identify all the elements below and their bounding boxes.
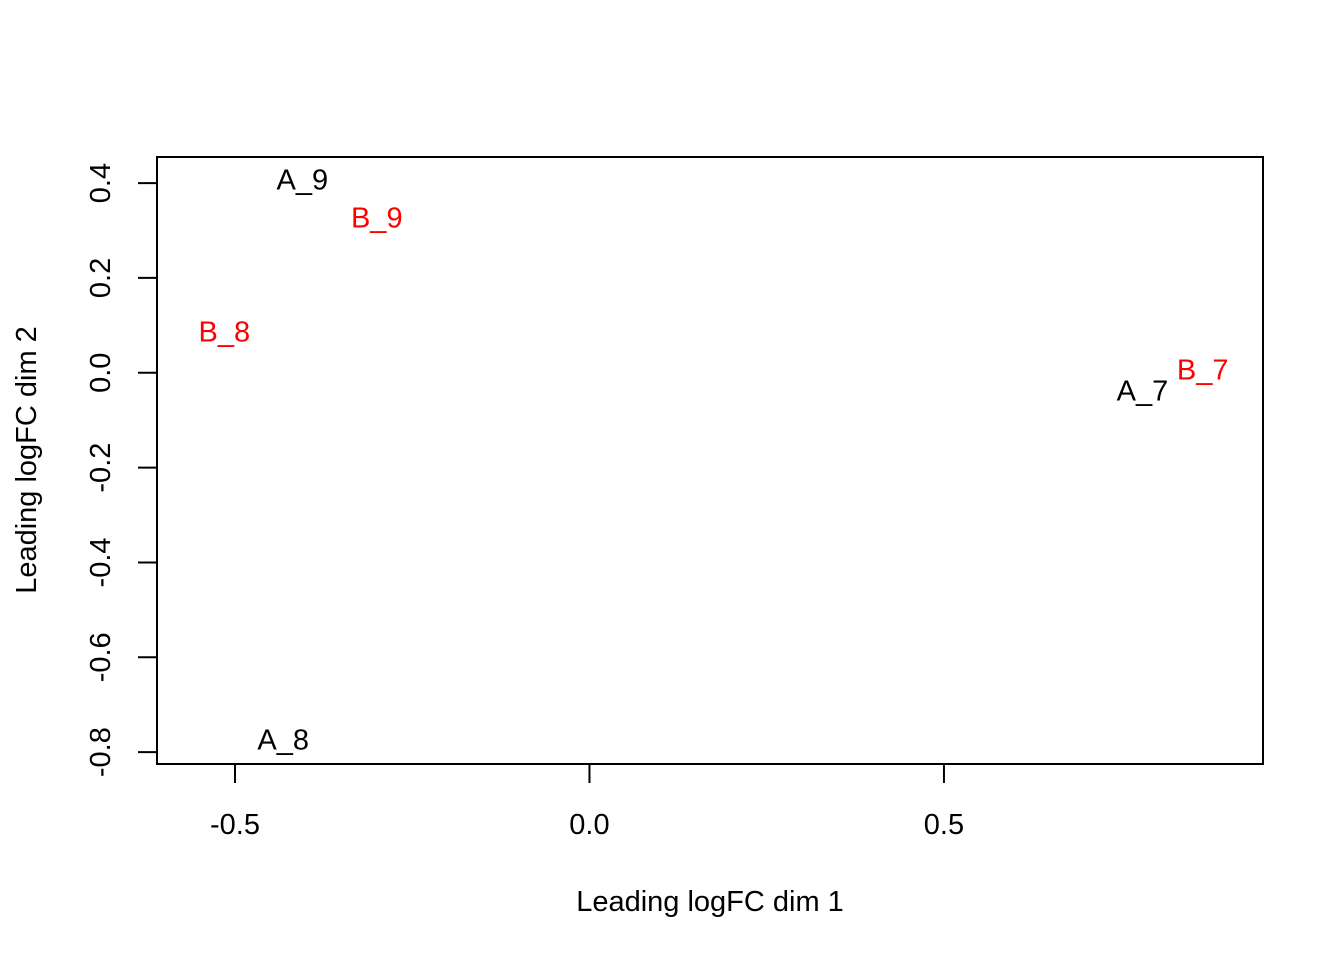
point-label-a-8: A_8 — [257, 724, 309, 756]
point-label-b-9: B_9 — [351, 203, 403, 235]
y-axis-title: Leading logFC dim 2 — [11, 326, 43, 594]
y-tick-label: 0.0 — [85, 353, 117, 393]
y-tick-label: -0.4 — [85, 537, 117, 587]
x-tick-label: -0.5 — [210, 809, 260, 841]
point-label-b-7: B_7 — [1177, 354, 1229, 386]
plot-box — [156, 156, 1264, 765]
y-tick-label: -0.2 — [85, 443, 117, 493]
x-tick-label: 0.0 — [569, 809, 609, 841]
point-label-a-9: A_9 — [277, 165, 329, 197]
y-tick-label: 0.4 — [85, 163, 117, 203]
point-labels: A_9 B_9 B_8 B_7A_7 A_8 — [199, 165, 1229, 757]
point-label-b-8: B_8 — [199, 316, 251, 348]
y-tick-label: 0.2 — [85, 258, 117, 298]
y-tick-label: -0.8 — [85, 727, 117, 777]
x-axis: -0.5 0.0 0.5 — [210, 763, 964, 841]
x-axis-title: Leading logFC dim 1 — [576, 886, 844, 918]
point-label-a-7: A_7 — [1117, 376, 1169, 408]
y-tick-label: -0.6 — [85, 632, 117, 682]
y-axis: 0.4 0.2 0.0 -0.2 -0.4 -0.6 -0.8 — [85, 163, 158, 777]
x-tick-label: 0.5 — [924, 809, 964, 841]
